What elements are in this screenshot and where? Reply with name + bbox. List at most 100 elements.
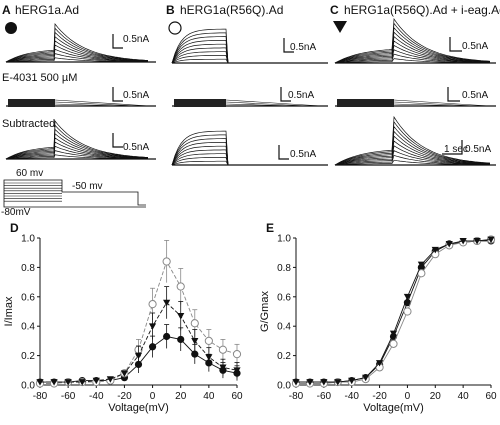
chart-d: D 0.0 0.2 0.4 0.6 0.8 1.0 -80 -60 -40 -20 0 20 40 60 Vo…: [3, 221, 243, 414]
series-filled-triangle: [292, 236, 495, 386]
panel-b-letter: B: [166, 3, 175, 17]
x-axis-label: Voltage(mV): [363, 402, 424, 414]
filled-triangle-marker: [487, 236, 495, 244]
scale-bar-label: 0.5nA: [288, 90, 314, 101]
filled-triangle-marker: [362, 374, 370, 382]
x-tick-label: 60: [231, 391, 243, 402]
scale-bar-c-row3: 1 sec 0.5nA: [442, 140, 491, 155]
panel-c-header: C hERG1a(R56Q).Ad + i-eag.Ad: [330, 3, 500, 33]
filled-triangle-marker: [320, 379, 328, 386]
panel-a-title: hERG1a.Ad: [15, 3, 79, 17]
open-circle-marker: [218, 345, 228, 354]
open-circle-legend-icon: [168, 21, 182, 35]
filled-circle-marker: [163, 332, 171, 341]
x-tick-label: -20: [117, 391, 132, 402]
x-tick-label: -60: [317, 391, 332, 402]
trace-b-subtracted: [171, 130, 328, 166]
trace-c-control: [334, 17, 496, 64]
time-bar-label: 1 sec: [444, 144, 468, 155]
series-filled-circle: [292, 237, 495, 386]
scale-bar-b-row2: 0.5nA: [280, 87, 314, 102]
filled-triangle-legend-icon: [333, 21, 347, 33]
open-circle-marker: [190, 319, 199, 328]
y-tick-label: 1.0: [277, 234, 291, 245]
filled-triangle-marker: [177, 313, 185, 320]
filled-triangle-marker: [50, 379, 58, 386]
panel-a-header: A hERG1a.Ad: [2, 3, 79, 34]
filled-triangle-marker: [148, 323, 157, 330]
chart-panel-letter: D: [10, 221, 19, 235]
filled-triangle-marker: [403, 293, 412, 301]
open-circle-marker: [232, 350, 242, 359]
panel-b-header: B hERG1a(R56Q).Ad: [166, 3, 283, 35]
scale-bar-label: 0.5nA: [462, 90, 488, 101]
x-tick-label: -20: [372, 391, 387, 402]
scale-bar-label: 0.5nA: [462, 41, 488, 52]
trace-b-control: [171, 28, 328, 64]
x-tick-label: 20: [430, 391, 442, 402]
protocol-holding-label: -80mV: [1, 207, 31, 218]
filled-triangle-marker: [459, 238, 467, 245]
scale-bar-label: 0.5nA: [123, 142, 149, 153]
filled-triangle-marker: [348, 377, 356, 385]
filled-triangle-marker: [473, 238, 481, 245]
filled-triangle-marker: [163, 299, 171, 307]
y-tick-label: 0.2: [21, 351, 35, 362]
filled-triangle-marker: [120, 370, 129, 377]
y-tick-label: 0.8: [277, 263, 291, 274]
x-tick-label: 0: [150, 391, 156, 402]
x-tick-label: 0: [405, 391, 411, 402]
trace-a-subtracted: [5, 120, 156, 160]
filled-triangle-marker: [64, 379, 72, 386]
series-line: [296, 240, 491, 383]
open-circle-marker: [389, 339, 398, 348]
scale-bar-b-row1: 0.5nA: [283, 38, 316, 53]
series-filled-triangle: [36, 286, 241, 386]
y-tick-label: 0.0: [21, 381, 35, 392]
filled-triangle-marker: [431, 246, 439, 254]
x-tick-label: -80: [33, 391, 48, 402]
y-tick-label: 0.0: [277, 381, 291, 392]
filled-circle-legend-icon: [5, 22, 17, 34]
scale-bar-label: 0.5nA: [465, 144, 491, 155]
y-axis-label: G/Gmax: [259, 291, 271, 332]
series-line: [296, 239, 492, 383]
scale-bar-label: 0.5nA: [123, 90, 149, 101]
x-tick-label: 20: [175, 391, 187, 402]
drug-row-label: E-4031 500 µM: [2, 72, 77, 84]
trace-c-subtracted: [334, 115, 496, 166]
trace-a-drug: [6, 99, 156, 107]
scale-bar-b-row3: 0.5nA: [278, 145, 316, 160]
y-tick-label: 0.4: [277, 322, 291, 333]
panel-c-title: hERG1a(R56Q).Ad + i-eag.Ad: [344, 3, 500, 17]
scale-bar-label: 0.5nA: [290, 42, 316, 53]
chart-e: E 0.0 0.2 0.4 0.6 0.8 1.0 -80 -60 -40 -20 0 20 40 60 Vo…: [259, 221, 497, 414]
open-circle-marker: [162, 257, 171, 266]
voltage-protocol: 60 mv -50 mv -80mV: [1, 168, 146, 218]
axes: [295, 238, 491, 386]
filled-triangle-marker: [233, 367, 241, 374]
scale-bar-a-row1: 0.5nA: [112, 34, 149, 49]
scale-bar-label: 0.5nA: [290, 149, 316, 160]
y-tick-label: 1.0: [21, 234, 35, 245]
x-tick-label: -40: [89, 391, 104, 402]
subtracted-row-label: Subtracted: [2, 118, 55, 130]
x-tick-label: 40: [458, 391, 470, 402]
protocol-bottom-label: -50 mv: [72, 181, 103, 192]
filled-triangle-marker: [134, 352, 143, 360]
scale-bar-label: 0.5nA: [123, 34, 149, 45]
trace-b-drug: [172, 99, 328, 107]
series-line: [296, 239, 492, 384]
trace-c-drug: [335, 99, 496, 107]
filled-triangle-marker: [219, 364, 227, 371]
open-circle-marker: [204, 336, 213, 345]
panel-b-title: hERG1a(R56Q).Ad: [180, 3, 283, 17]
x-axis-label: Voltage(mV): [108, 402, 169, 414]
y-tick-label: 0.6: [21, 292, 35, 303]
filled-triangle-marker: [292, 379, 300, 386]
scale-bar-a-row3: 0.5nA: [112, 133, 149, 153]
series-open-circle: [291, 235, 496, 388]
filled-circle-marker: [177, 335, 185, 344]
scale-bar-c-row1: 0.5nA: [449, 37, 488, 52]
